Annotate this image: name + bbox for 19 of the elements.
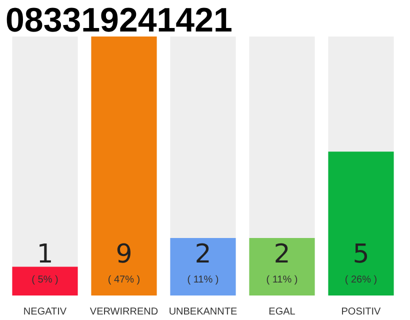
- x-tick-label: NEGATIV: [23, 306, 67, 318]
- annotation: ( 5% ): [32, 274, 58, 286]
- bar: [249, 238, 315, 296]
- data-label: 2: [274, 240, 290, 270]
- annotation: ( 26% ): [344, 274, 378, 286]
- data-label: 2: [194, 240, 212, 270]
- bar: [12, 266, 78, 296]
- annotation: ( 11% ): [187, 274, 219, 286]
- chart-title: 083319241421: [6, 2, 232, 40]
- data-label: 9: [116, 240, 132, 270]
- x-tick-label: POSITIV: [341, 306, 382, 318]
- annotation: ( 11% ): [266, 274, 298, 286]
- x-tick-label: UNBEKANNTE: [168, 306, 238, 318]
- x-tick-label: VERWIRREND: [90, 306, 158, 318]
- bar: [170, 238, 236, 296]
- data-label: 5: [352, 240, 370, 270]
- x-tick-label: EGAL: [268, 306, 296, 318]
- annotation: ( 47% ): [108, 274, 140, 286]
- data-label: 1: [36, 240, 54, 270]
